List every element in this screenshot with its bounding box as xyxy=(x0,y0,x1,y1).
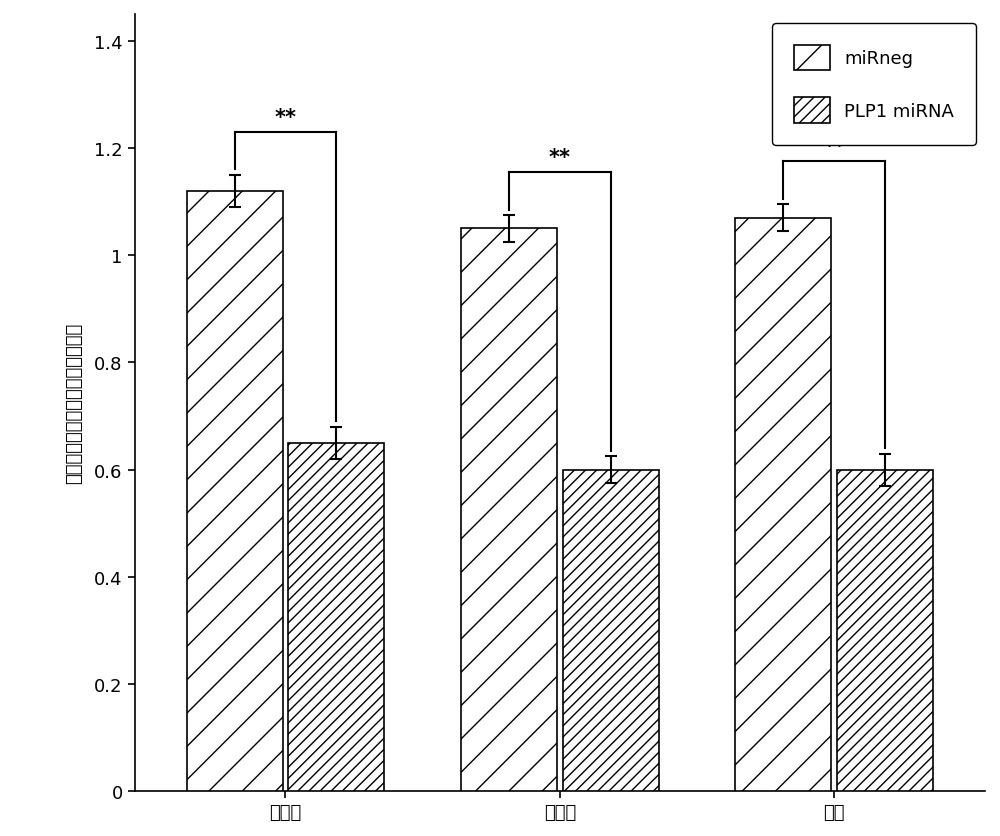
Bar xyxy=(461,229,557,791)
Bar xyxy=(288,443,384,791)
Legend: miRneg, PLP1 miRNA: miRneg, PLP1 miRNA xyxy=(772,24,976,145)
Text: **: ** xyxy=(823,137,845,157)
Text: **: ** xyxy=(549,148,571,167)
Text: **: ** xyxy=(274,108,296,127)
Bar xyxy=(563,470,659,791)
Bar xyxy=(187,191,283,791)
Bar xyxy=(735,218,831,791)
Y-axis label: 感染侧相对于非感染的相对表达量: 感染侧相对于非感染的相对表达量 xyxy=(65,323,83,484)
Bar xyxy=(837,470,933,791)
